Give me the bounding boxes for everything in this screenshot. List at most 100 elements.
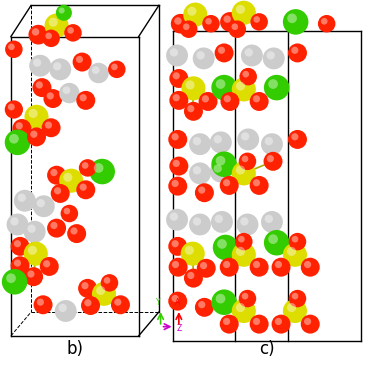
Circle shape	[223, 261, 230, 268]
Circle shape	[198, 187, 205, 194]
Circle shape	[265, 215, 273, 223]
Circle shape	[27, 127, 46, 146]
Circle shape	[58, 304, 67, 312]
Circle shape	[16, 122, 23, 130]
Circle shape	[40, 257, 59, 276]
Circle shape	[202, 15, 220, 32]
Circle shape	[36, 81, 43, 89]
Circle shape	[283, 299, 307, 323]
Circle shape	[11, 256, 30, 275]
Circle shape	[184, 269, 203, 288]
Circle shape	[37, 299, 44, 306]
Circle shape	[47, 92, 54, 100]
Circle shape	[245, 48, 253, 57]
Circle shape	[30, 131, 38, 138]
Circle shape	[73, 53, 92, 72]
Circle shape	[56, 5, 72, 21]
Circle shape	[283, 9, 308, 35]
Circle shape	[5, 100, 23, 119]
Circle shape	[172, 295, 179, 302]
Text: c): c)	[260, 341, 275, 358]
Circle shape	[236, 165, 245, 174]
Circle shape	[24, 267, 43, 286]
Circle shape	[67, 224, 86, 243]
Circle shape	[193, 166, 201, 174]
Circle shape	[27, 224, 36, 233]
Circle shape	[58, 7, 65, 14]
Circle shape	[50, 169, 58, 176]
Circle shape	[200, 262, 207, 269]
Circle shape	[264, 152, 283, 171]
Circle shape	[218, 47, 225, 54]
Circle shape	[76, 180, 95, 199]
Circle shape	[24, 105, 49, 129]
Circle shape	[42, 30, 60, 47]
Circle shape	[195, 183, 214, 202]
Circle shape	[81, 296, 100, 315]
Circle shape	[211, 151, 237, 177]
Circle shape	[265, 137, 273, 145]
Circle shape	[49, 18, 58, 27]
Circle shape	[7, 214, 28, 235]
Circle shape	[89, 159, 115, 184]
Circle shape	[232, 299, 256, 323]
Circle shape	[80, 184, 87, 191]
Circle shape	[263, 47, 285, 69]
Circle shape	[32, 28, 39, 36]
Circle shape	[108, 61, 126, 78]
Circle shape	[235, 233, 253, 250]
Circle shape	[101, 274, 118, 292]
Circle shape	[241, 45, 263, 66]
Circle shape	[47, 219, 66, 238]
Circle shape	[181, 76, 205, 100]
Circle shape	[168, 292, 187, 311]
Circle shape	[169, 157, 188, 176]
Circle shape	[47, 166, 66, 185]
Circle shape	[173, 94, 180, 101]
Text: Y: Y	[157, 297, 161, 307]
Circle shape	[92, 66, 100, 74]
Circle shape	[275, 261, 282, 268]
Circle shape	[224, 95, 231, 103]
Circle shape	[220, 92, 239, 111]
Circle shape	[214, 135, 222, 143]
Circle shape	[268, 234, 278, 244]
Text: A: A	[175, 297, 180, 307]
Circle shape	[250, 258, 269, 277]
Circle shape	[223, 318, 230, 325]
Circle shape	[261, 133, 283, 155]
Circle shape	[287, 247, 296, 256]
Circle shape	[220, 176, 239, 195]
Circle shape	[220, 12, 240, 32]
Circle shape	[215, 43, 234, 62]
Circle shape	[61, 205, 78, 222]
Circle shape	[236, 81, 245, 91]
Circle shape	[168, 237, 187, 256]
Circle shape	[181, 242, 205, 266]
Circle shape	[238, 236, 245, 242]
Circle shape	[228, 20, 246, 38]
Circle shape	[199, 92, 218, 111]
Circle shape	[223, 179, 230, 187]
Circle shape	[183, 3, 207, 27]
Circle shape	[198, 301, 205, 308]
Circle shape	[237, 214, 258, 235]
Circle shape	[301, 258, 320, 277]
Circle shape	[250, 176, 269, 195]
Circle shape	[49, 58, 71, 80]
Circle shape	[45, 32, 52, 39]
Circle shape	[242, 71, 249, 77]
Circle shape	[183, 23, 189, 30]
Circle shape	[170, 48, 178, 57]
Circle shape	[267, 155, 274, 162]
Circle shape	[288, 43, 307, 62]
Circle shape	[264, 75, 289, 100]
Circle shape	[253, 95, 260, 103]
Circle shape	[291, 47, 299, 54]
Circle shape	[166, 45, 188, 66]
Circle shape	[5, 130, 30, 155]
Circle shape	[287, 14, 297, 23]
Circle shape	[250, 92, 269, 111]
Circle shape	[216, 294, 225, 304]
Circle shape	[189, 133, 211, 155]
